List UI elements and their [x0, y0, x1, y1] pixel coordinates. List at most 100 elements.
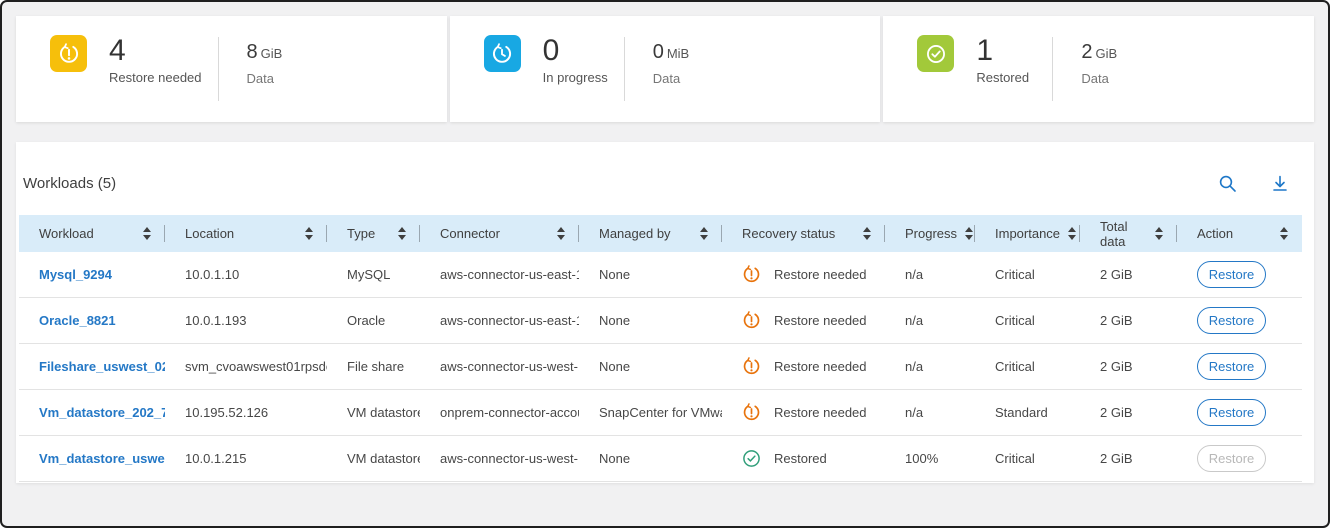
recovery-status-text: Restore needed — [774, 267, 867, 282]
table-row: Vm_datastore_202_735... 10.195.52.126 VM… — [19, 390, 1302, 436]
restored-data: 2 GiB Data — [1081, 35, 1117, 86]
recovery-status-cell: Restore needed — [722, 252, 885, 297]
workload-link[interactable]: Vm_datastore_uswest_... — [39, 451, 165, 466]
restore-button[interactable]: Restore — [1197, 399, 1266, 426]
data-label: Data — [1081, 71, 1109, 86]
column-header-importance[interactable]: Importance — [975, 215, 1080, 252]
in-progress-summary: 0 In progress — [543, 35, 608, 86]
data-value: 2 — [1081, 41, 1093, 63]
workload-link[interactable]: Fileshare_uswest_02_... — [39, 359, 165, 374]
table-row: Vm_datastore_uswest_... 10.0.1.215 VM da… — [19, 436, 1302, 482]
workload-cell: Oracle_8821 — [19, 298, 165, 343]
column-label: Location — [185, 226, 235, 241]
workload-link[interactable]: Oracle_8821 — [39, 313, 116, 328]
restore-needed-status-icon — [743, 403, 760, 421]
column-label: Progress — [905, 226, 958, 241]
card-in-progress: 0 In progress 0 MiB Data — [449, 16, 881, 122]
importance-cell: Standard — [995, 405, 1048, 420]
progress-cell: n/a — [905, 313, 924, 328]
workloads-table: Workload Location Type Connector Managed… — [19, 215, 1302, 482]
sort-icon — [398, 227, 406, 240]
table-header-row: Workload Location Type Connector Managed… — [19, 215, 1302, 252]
importance-cell: Critical — [995, 451, 1035, 466]
restore-button[interactable]: Restore — [1197, 353, 1266, 380]
search-icon[interactable] — [1218, 174, 1238, 194]
workload-link[interactable]: Mysql_9294 — [39, 267, 112, 282]
column-header-recovery-status[interactable]: Recovery status — [722, 215, 885, 252]
restored-label: Restored — [976, 70, 1030, 85]
type-cell: File share — [347, 359, 405, 374]
column-header-connector[interactable]: Connector — [420, 215, 579, 252]
location-cell: svm_cvoawswest01rpsde... — [185, 359, 327, 374]
restore-button[interactable]: Restore — [1197, 261, 1266, 288]
recovery-status-text: Restore needed — [774, 405, 867, 420]
restore-button[interactable]: Restore — [1197, 307, 1266, 334]
total-data-cell: 2 GiB — [1100, 267, 1133, 282]
progress-cell: n/a — [905, 359, 924, 374]
connector-cell: onprem-connector-accou... — [440, 405, 579, 420]
workload-cell: Vm_datastore_202_735... — [19, 390, 165, 435]
column-header-action[interactable]: Action — [1177, 215, 1302, 252]
action-cell: Restore — [1177, 390, 1302, 435]
column-header-location[interactable]: Location — [165, 215, 327, 252]
column-header-progress[interactable]: Progress — [885, 215, 975, 252]
restore-needed-data: 8 GiB Data — [247, 35, 283, 86]
data-unit: GiB — [1095, 46, 1118, 61]
restore-needed-status-icon — [743, 311, 760, 329]
total-data-cell: 2 GiB — [1100, 313, 1133, 328]
type-cell: Oracle — [347, 313, 386, 328]
table-row: Fileshare_uswest_02_... svm_cvoawswest01… — [19, 344, 1302, 390]
total-data-cell: 2 GiB — [1100, 359, 1133, 374]
restore-needed-summary: 4 Restore needed — [109, 35, 202, 86]
restore-needed-status-icon — [743, 357, 760, 375]
managed-by-cell: None — [599, 359, 631, 374]
workloads-title: Workloads (5) — [23, 175, 117, 192]
workload-cell: Mysql_9294 — [19, 252, 165, 297]
column-header-type[interactable]: Type — [327, 215, 420, 252]
in-progress-data: 0 MiB Data — [653, 35, 690, 86]
workload-cell: Vm_datastore_uswest_... — [19, 436, 165, 481]
recovery-status-cell: Restore needed — [722, 390, 885, 435]
sort-icon — [1068, 227, 1077, 240]
data-value: 0 — [652, 41, 664, 63]
sort-icon — [305, 227, 313, 240]
column-header-total-data[interactable]: Total data — [1080, 215, 1177, 252]
sort-icon — [557, 227, 565, 240]
card-divider — [1052, 37, 1054, 101]
download-icon[interactable] — [1270, 174, 1290, 194]
column-label: Total data — [1100, 218, 1128, 249]
table-body: Mysql_9294 10.0.1.10 MySQL aws-connector… — [19, 252, 1302, 482]
connector-cell: aws-connector-us-east-1-... — [440, 313, 579, 328]
type-cell: VM datastore — [347, 405, 420, 420]
in-progress-icon — [483, 35, 521, 72]
workloads-panel: Workloads (5) Workload Location Type Con… — [16, 142, 1314, 483]
data-label: Data — [246, 71, 274, 86]
restore-needed-label: Restore needed — [109, 70, 202, 85]
data-value: 8 — [246, 41, 258, 63]
recovery-status-cell: Restored — [722, 436, 885, 481]
location-cell: 10.0.1.215 — [185, 451, 247, 466]
total-data-cell: 2 GiB — [1100, 451, 1133, 466]
progress-cell: n/a — [905, 267, 924, 282]
managed-by-cell: None — [599, 267, 631, 282]
recovery-status-cell: Restore needed — [722, 298, 885, 343]
progress-cell: n/a — [905, 405, 924, 420]
summary-cards-row: 4 Restore needed 8 GiB Data 0 — [16, 16, 1315, 122]
column-header-workload[interactable]: Workload — [19, 215, 165, 252]
sort-icon — [965, 227, 974, 240]
action-cell: Restore — [1177, 298, 1302, 343]
data-unit: GiB — [260, 46, 283, 61]
column-header-managed-by[interactable]: Managed by — [579, 215, 722, 252]
sort-icon — [1155, 227, 1163, 240]
restored-icon — [917, 35, 955, 72]
restored-count: 1 — [976, 34, 994, 67]
action-cell: Restore — [1177, 344, 1302, 389]
restore-button[interactable]: Restore — [1197, 445, 1266, 472]
managed-by-cell: None — [599, 451, 631, 466]
sort-icon — [700, 227, 708, 240]
table-row: Mysql_9294 10.0.1.10 MySQL aws-connector… — [19, 252, 1302, 298]
column-label: Managed by — [599, 226, 671, 241]
workload-cell: Fileshare_uswest_02_... — [19, 344, 165, 389]
workload-link[interactable]: Vm_datastore_202_735... — [39, 405, 165, 420]
